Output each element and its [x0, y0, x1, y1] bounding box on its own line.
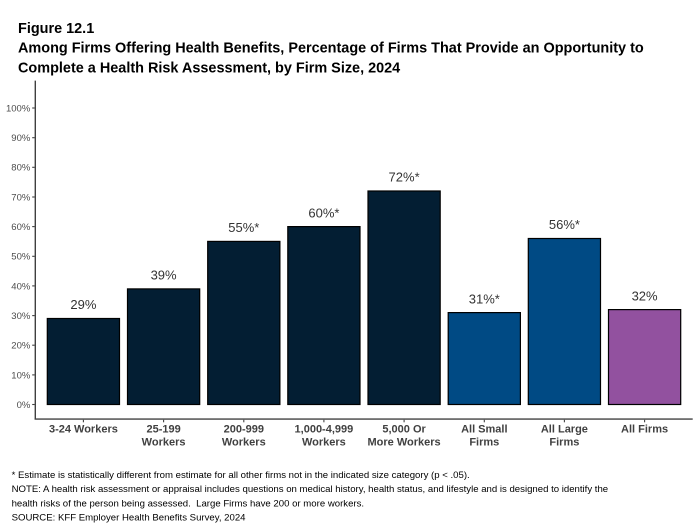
- svg-text:1,000-4,999: 1,000-4,999: [295, 423, 354, 435]
- svg-text:72%*: 72%*: [389, 170, 420, 185]
- svg-text:Firms: Firms: [549, 437, 579, 449]
- svg-text:60%: 60%: [11, 222, 31, 233]
- svg-text:Workers: Workers: [142, 437, 186, 449]
- svg-text:SOURCE: KFF Employer Health Be: SOURCE: KFF Employer Health Benefits Sur…: [12, 512, 247, 523]
- svg-text:56%*: 56%*: [549, 217, 580, 232]
- svg-text:More Workers: More Workers: [368, 437, 441, 449]
- svg-text:30%: 30%: [11, 311, 31, 322]
- svg-text:25-199: 25-199: [146, 423, 180, 435]
- svg-text:Workers: Workers: [222, 437, 266, 449]
- svg-text:200-999: 200-999: [224, 423, 264, 435]
- svg-text:health risks of the person bei: health risks of the person being assesse…: [12, 498, 364, 509]
- svg-text:All Small: All Small: [461, 423, 507, 435]
- svg-text:32%: 32%: [632, 288, 658, 303]
- svg-text:90%: 90%: [11, 133, 31, 144]
- svg-text:Workers: Workers: [302, 437, 346, 449]
- svg-text:29%: 29%: [70, 297, 96, 312]
- svg-text:5,000 Or: 5,000 Or: [382, 423, 426, 435]
- svg-text:70%: 70%: [11, 192, 31, 203]
- svg-text:All Firms: All Firms: [621, 423, 668, 435]
- svg-text:40%: 40%: [11, 281, 31, 292]
- svg-text:80%: 80%: [11, 163, 31, 174]
- svg-text:10%: 10%: [11, 370, 31, 381]
- svg-text:* Estimate is statistically di: * Estimate is statistically different fr…: [12, 470, 470, 481]
- svg-text:All Large: All Large: [541, 423, 588, 435]
- svg-text:NOTE: A health risk assessment: NOTE: A health risk assessment or apprai…: [12, 484, 609, 495]
- svg-text:0%: 0%: [17, 400, 31, 411]
- svg-text:Complete a Health Risk Assessm: Complete a Health Risk Assessment, by Fi…: [18, 60, 400, 76]
- svg-text:100%: 100%: [6, 103, 31, 114]
- svg-text:3-24 Workers: 3-24 Workers: [49, 423, 118, 435]
- svg-text:Among Firms Offering Health Be: Among Firms Offering Health Benefits, Pe…: [18, 41, 644, 57]
- svg-text:39%: 39%: [151, 268, 177, 283]
- svg-text:55%*: 55%*: [228, 220, 259, 235]
- svg-text:Firms: Firms: [469, 437, 499, 449]
- svg-text:20%: 20%: [11, 341, 31, 352]
- svg-text:Figure 12.1: Figure 12.1: [18, 21, 94, 37]
- svg-text:50%: 50%: [11, 252, 31, 263]
- svg-text:31%*: 31%*: [469, 291, 500, 306]
- svg-text:60%*: 60%*: [308, 205, 339, 220]
